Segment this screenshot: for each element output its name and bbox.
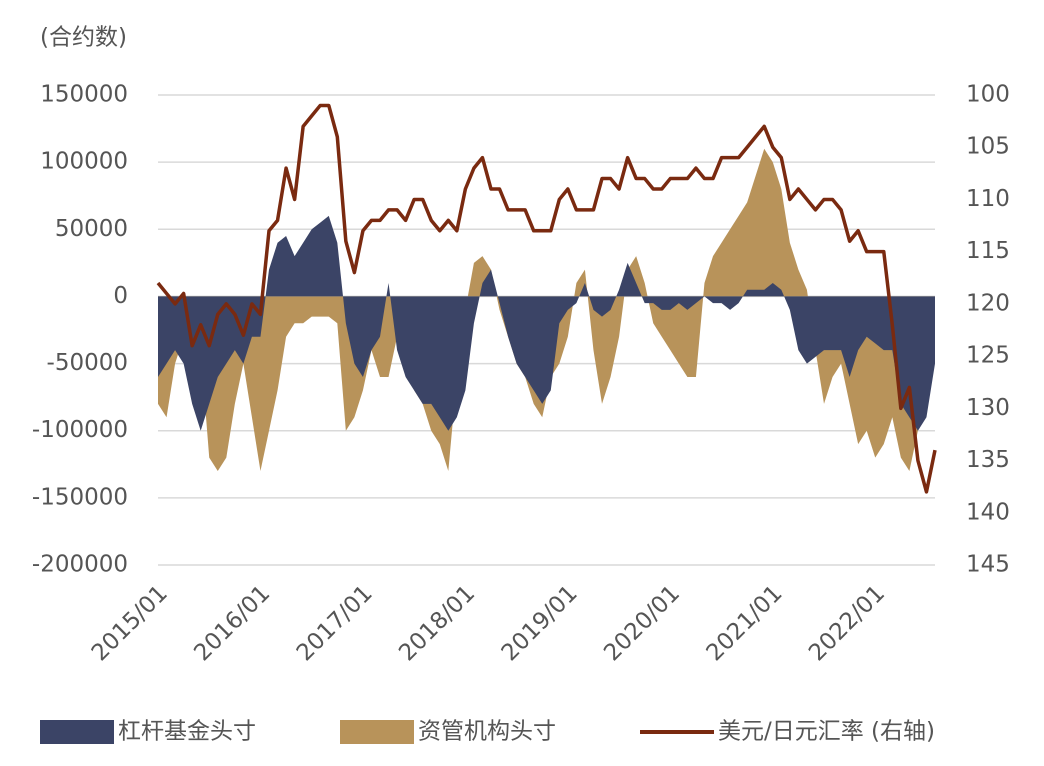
y-tick-label: -150000: [32, 484, 128, 510]
x-tick-label: 2020/01: [599, 580, 685, 666]
legend-label: 杠杆基金头寸: [118, 719, 256, 745]
x-tick-label: 2022/01: [804, 580, 890, 666]
x-tick-label: 2019/01: [497, 580, 583, 666]
y-tick-label: 150000: [40, 82, 128, 108]
y2-tick-label: 110: [966, 186, 1010, 212]
y2-tick-label: 115: [966, 238, 1010, 264]
y2-tick-label: 140: [966, 499, 1010, 525]
y2-tick-label: 145: [966, 552, 1010, 578]
y2-tick-label: 135: [966, 447, 1010, 473]
y-axis-label: (合约数): [40, 25, 127, 51]
y2-tick-label: 105: [966, 134, 1010, 160]
y-tick-label: -50000: [47, 350, 128, 376]
x-tick-label: 2016/01: [189, 580, 275, 666]
legend-swatch: [340, 720, 414, 744]
legend-label: 资管机构头寸: [418, 719, 556, 745]
legend-label: 美元/日元汇率 (右轴): [718, 719, 935, 745]
y2-tick-label: 130: [966, 395, 1010, 421]
y-tick-label: -100000: [32, 417, 128, 443]
y2-tick-label: 100: [966, 82, 1010, 108]
legend-swatch: [40, 720, 114, 744]
y-tick-label: 50000: [55, 216, 128, 242]
x-tick-label: 2015/01: [87, 580, 173, 666]
y-tick-label: -200000: [32, 552, 128, 578]
line: [156, 103, 937, 494]
y-tick-label: 100000: [40, 149, 128, 175]
x-tick-label: 2018/01: [394, 580, 480, 666]
y2-tick-label: 120: [966, 290, 1010, 316]
x-tick-label: 2021/01: [702, 580, 788, 666]
x-tick-label: 2017/01: [292, 580, 378, 666]
area: [158, 215, 935, 431]
y2-tick-label: 125: [966, 343, 1010, 369]
y-tick-label: 0: [113, 283, 128, 309]
